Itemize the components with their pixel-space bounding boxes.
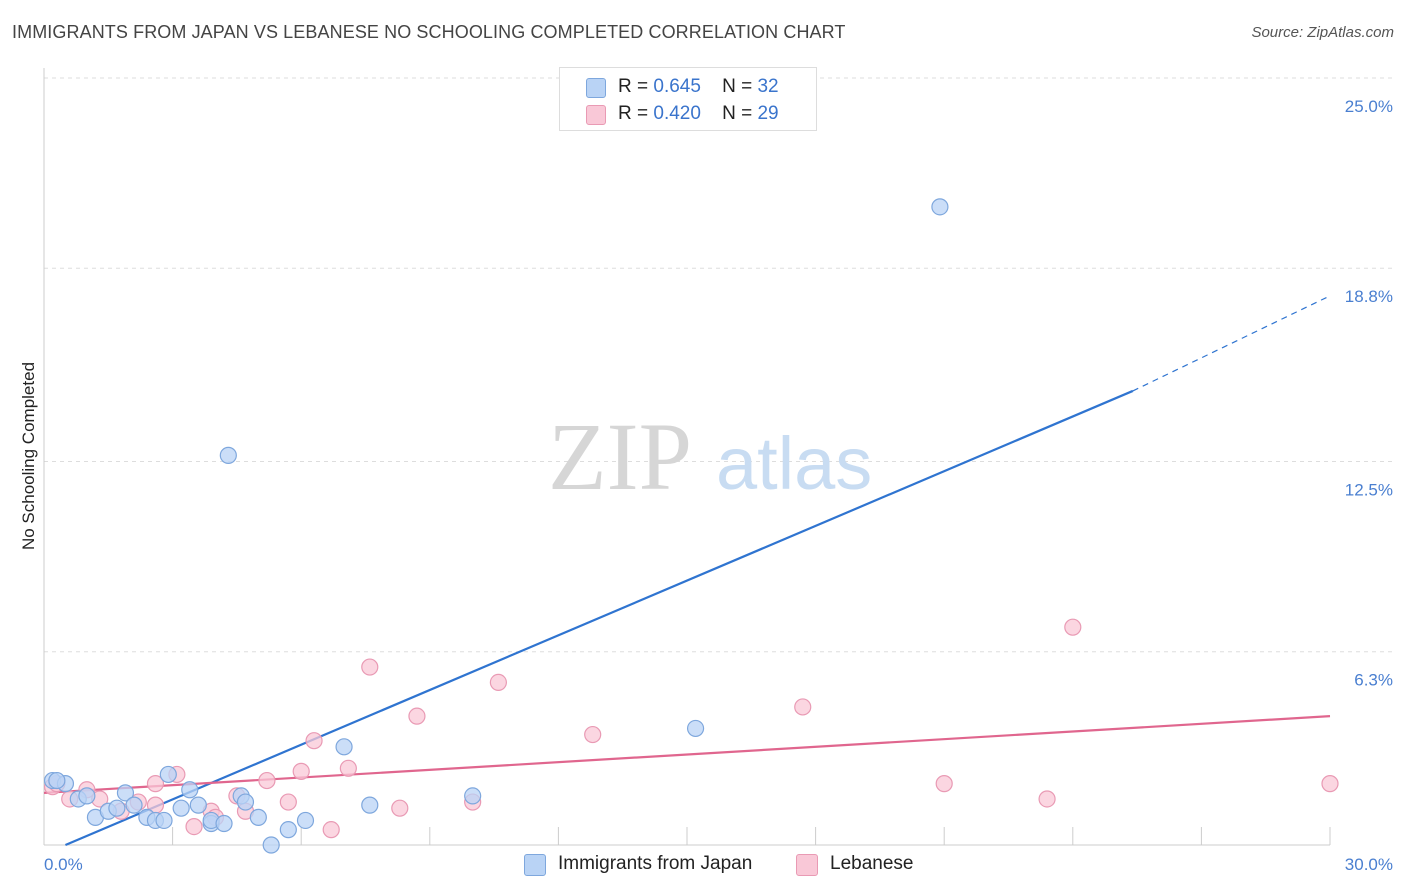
trend-line-japan bbox=[65, 389, 1134, 847]
trend-line-japan-extension bbox=[1132, 295, 1331, 392]
legend-swatch-japan bbox=[586, 78, 606, 98]
y-tick-label: 12.5% bbox=[1345, 481, 1393, 500]
data-point-japan[interactable] bbox=[116, 784, 135, 802]
bottom-legend-swatch-japan bbox=[524, 854, 546, 876]
data-point-lebanese[interactable] bbox=[279, 793, 297, 811]
data-point-lebanese[interactable] bbox=[1321, 775, 1339, 793]
data-point-japan[interactable] bbox=[249, 808, 267, 826]
data-point-japan[interactable] bbox=[159, 765, 177, 784]
data-point-japan[interactable] bbox=[155, 811, 173, 830]
x-tick-label-max: 30.0% bbox=[1345, 855, 1393, 874]
data-point-japan[interactable] bbox=[108, 799, 126, 817]
bottom-legend-label-lebanese: Lebanese bbox=[830, 853, 914, 874]
data-point-lebanese[interactable] bbox=[408, 707, 426, 725]
data-point-lebanese[interactable] bbox=[361, 658, 379, 676]
data-point-japan[interactable] bbox=[686, 719, 705, 738]
data-point-lebanese[interactable] bbox=[258, 771, 276, 790]
legend-n-value: 29 bbox=[757, 103, 779, 124]
data-point-japan[interactable] bbox=[361, 796, 379, 814]
data-point-japan[interactable] bbox=[236, 793, 255, 811]
x-tick-marks bbox=[43, 827, 1331, 845]
legend-n-label: N = bbox=[722, 76, 753, 97]
bottom-legend-swatch-lebanese bbox=[796, 854, 818, 876]
chart-title: IMMIGRANTS FROM JAPAN VS LEBANESE NO SCH… bbox=[12, 22, 846, 42]
data-point-japan[interactable] bbox=[172, 799, 190, 817]
y-tick-label: 25.0% bbox=[1345, 97, 1393, 116]
data-point-lebanese[interactable] bbox=[185, 817, 203, 836]
y-tick-label: 6.3% bbox=[1354, 671, 1393, 690]
data-point-japan[interactable] bbox=[931, 198, 949, 216]
trend-line-lebanese bbox=[43, 715, 1331, 794]
data-point-japan[interactable] bbox=[296, 811, 315, 830]
data-point-japan[interactable] bbox=[335, 738, 353, 756]
data-point-lebanese[interactable] bbox=[339, 759, 357, 777]
data-point-lebanese[interactable] bbox=[1064, 618, 1082, 636]
legend-n-label: N = bbox=[722, 103, 753, 124]
data-point-japan[interactable] bbox=[125, 796, 143, 814]
source-label: Source: ZipAtlas.com bbox=[1251, 24, 1394, 41]
data-point-japan[interactable] bbox=[279, 821, 297, 839]
grid-lines bbox=[44, 77, 1393, 653]
data-point-japan[interactable] bbox=[464, 787, 482, 805]
data-point-japan[interactable] bbox=[181, 781, 199, 799]
data-point-japan[interactable] bbox=[262, 836, 280, 854]
data-point-lebanese[interactable] bbox=[391, 799, 409, 817]
data-point-lebanese[interactable] bbox=[1038, 790, 1056, 808]
y-tick-labels: 6.3% 12.5% 18.8% 25.0% bbox=[1345, 97, 1393, 690]
data-point-japan[interactable] bbox=[215, 814, 233, 833]
data-point-lebanese[interactable] bbox=[489, 673, 507, 691]
data-point-lebanese[interactable] bbox=[584, 725, 602, 744]
y-axis-label: No Schooling Completed bbox=[19, 362, 38, 550]
data-point-lebanese[interactable] bbox=[935, 775, 953, 793]
legend-n-value: 32 bbox=[757, 76, 779, 97]
data-point-lebanese[interactable] bbox=[305, 732, 323, 750]
legend-swatch-lebanese bbox=[586, 105, 606, 125]
data-point-lebanese[interactable] bbox=[794, 698, 812, 716]
data-point-japan[interactable] bbox=[48, 771, 66, 790]
legend-r-value: 0.420 bbox=[653, 103, 701, 124]
bottom-legend-label-japan: Immigrants from Japan bbox=[558, 853, 753, 874]
data-point-japan[interactable] bbox=[78, 787, 96, 805]
x-tick-label-min: 0.0% bbox=[44, 855, 83, 874]
legend: R = 0.645 N = 32 R = 0.420 N = 29 bbox=[559, 67, 817, 131]
data-point-lebanese[interactable] bbox=[146, 775, 165, 793]
watermark-zip: ZIP bbox=[548, 403, 692, 510]
data-point-japan[interactable] bbox=[189, 796, 207, 814]
data-points bbox=[43, 198, 1339, 854]
legend-r-label: R = bbox=[618, 76, 649, 97]
data-point-lebanese[interactable] bbox=[322, 821, 340, 839]
legend-r-value: 0.645 bbox=[653, 76, 701, 97]
data-point-japan[interactable] bbox=[219, 446, 237, 464]
data-point-lebanese[interactable] bbox=[292, 762, 310, 780]
legend-r-label: R = bbox=[618, 103, 649, 124]
trend-lines bbox=[43, 295, 1331, 847]
y-tick-label: 18.8% bbox=[1345, 287, 1393, 306]
watermark-atlas: atlas bbox=[716, 422, 872, 505]
